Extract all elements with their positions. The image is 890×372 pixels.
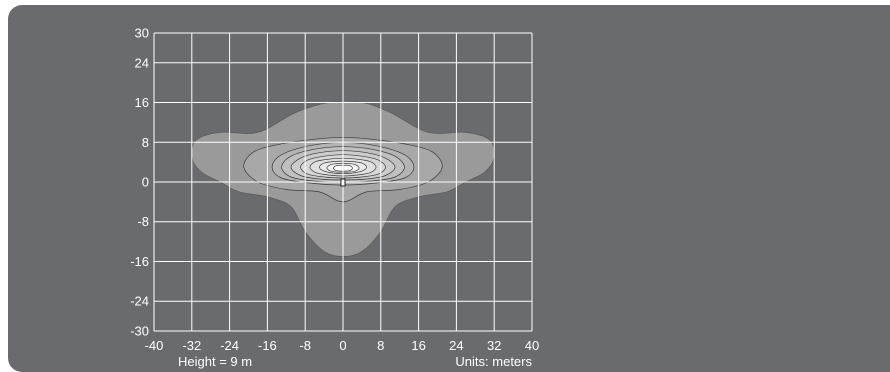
fixture-marker (340, 178, 346, 187)
x-tick-label: -16 (258, 338, 277, 353)
y-tick-label: 30 (135, 26, 149, 41)
x-tick-label: 24 (449, 338, 463, 353)
x-tick-label: 8 (377, 338, 384, 353)
height-label: Height = 9 m (178, 354, 252, 369)
y-tick-label: 16 (135, 95, 149, 110)
x-tick-label: -40 (145, 338, 164, 353)
y-tick-label: -30 (130, 324, 149, 339)
y-tick-label: -16 (130, 254, 149, 269)
x-tick-label: -8 (299, 338, 311, 353)
y-tick-label: -8 (137, 214, 149, 229)
x-tick-label: 40 (525, 338, 539, 353)
x-tick-label: 16 (411, 338, 425, 353)
y-tick-label: 8 (142, 135, 149, 150)
units-label: Units: meters (455, 354, 532, 369)
y-tick-label: 24 (135, 55, 149, 70)
isolux-chart: -40 -32 -24 -16 -8 0 8 16 24 32 40 30 24 16 8 0 -8 -16 -2… (130, 26, 539, 370)
x-tick-label: 32 (487, 338, 501, 353)
x-tick-label: -24 (220, 338, 239, 353)
y-tick-label: -24 (130, 294, 149, 309)
y-tick-label: 0 (142, 175, 149, 190)
x-tick-label: -32 (182, 338, 201, 353)
x-tick-label: 0 (339, 338, 346, 353)
chart-panel: -40 -32 -24 -16 -8 0 8 16 24 32 40 30 24 16 8 0 -8 -16 -2… (8, 5, 890, 372)
